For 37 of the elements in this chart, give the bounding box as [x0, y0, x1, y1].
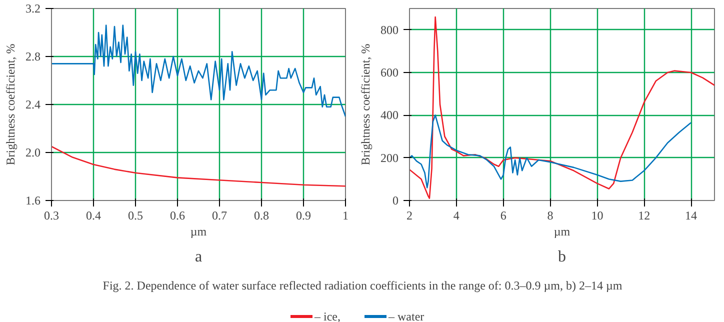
y-tick-label: 3.2	[26, 2, 40, 16]
text: b	[558, 248, 566, 266]
y-tick-label: 0	[392, 194, 398, 208]
x-tick-label: 0.5	[128, 208, 143, 222]
y-tick-label: 200	[380, 150, 398, 165]
x-tick-label: 4	[453, 208, 460, 222]
legend-label: – ice,	[314, 310, 340, 322]
x-axis-title: µm	[554, 224, 571, 238]
y-tick-label: 600	[380, 66, 398, 80]
x-tick-label: 8	[547, 208, 554, 222]
legend-label: – water	[388, 310, 424, 322]
text: a	[194, 248, 202, 266]
x-tick-label: 0.3	[44, 208, 59, 222]
y-axis-title: Brightness coefficient, %	[4, 44, 18, 166]
y-axis-title: Brightness coefficient, %	[358, 44, 372, 166]
x-tick-label: 12	[638, 208, 650, 222]
x-tick-label: 0.6	[170, 208, 185, 222]
y-tick-label: 2.0	[26, 146, 40, 160]
line-series	[52, 146, 346, 187]
x-tick-label: 1	[342, 208, 348, 222]
line-series	[52, 24, 346, 118]
x-tick-label: 0.9	[296, 208, 311, 222]
x-tick-label: 10	[591, 208, 604, 222]
x-tick-label: 0.7	[212, 208, 227, 222]
y-tick-label: 800	[380, 22, 398, 37]
y-tick-label: 400	[380, 108, 398, 122]
y-tick-label: 2.4	[26, 98, 40, 112]
y-tick-label: 2.8	[26, 50, 40, 64]
x-tick-label: 0.8	[254, 208, 269, 222]
x-tick-label: 14	[685, 208, 698, 222]
x-tick-label: 2	[406, 208, 412, 222]
x-tick-label: 6	[500, 208, 506, 222]
x-tick-label: 0.4	[86, 208, 101, 222]
caption: Fig. 2. Dependence of water surface reflected radiation coefficients in the range of: 0.3–0.9 µm, b) 2–14 µm	[102, 278, 623, 292]
line-series	[410, 114, 692, 188]
y-tick-label: 1.6	[26, 194, 40, 208]
x-axis-title: µm	[190, 224, 208, 238]
